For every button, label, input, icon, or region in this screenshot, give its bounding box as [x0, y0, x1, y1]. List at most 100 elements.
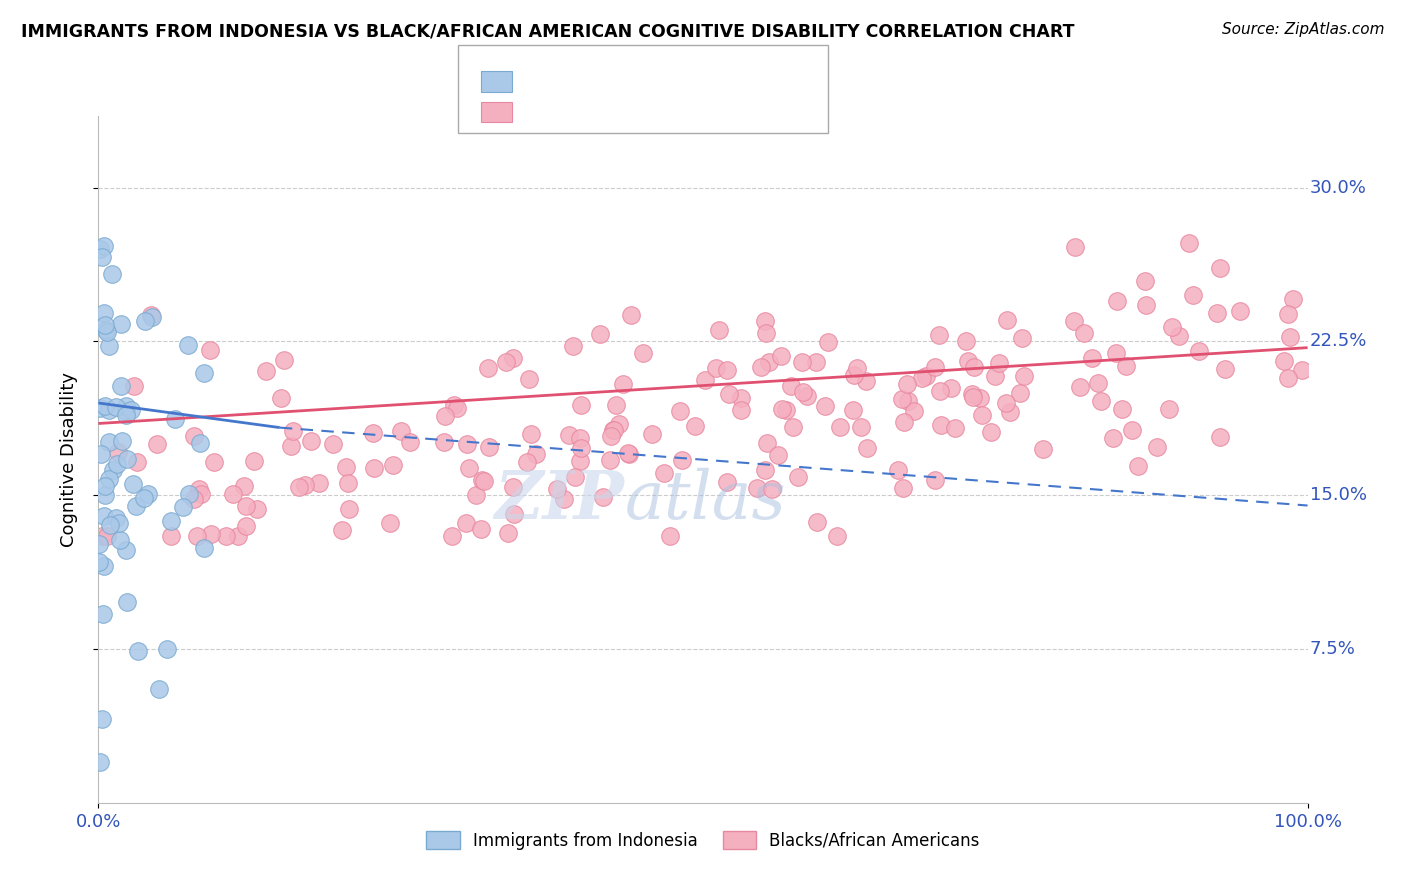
Point — [617, 445, 640, 459]
Point — [1115, 359, 1137, 373]
Point — [716, 363, 738, 377]
Point — [842, 402, 865, 417]
Point — [93, 488, 115, 502]
Point — [93, 508, 115, 523]
Point — [222, 487, 245, 501]
Point — [516, 455, 538, 469]
Point — [891, 481, 914, 495]
Point — [730, 403, 752, 417]
Point — [1011, 331, 1033, 345]
Point — [998, 405, 1021, 419]
Point — [707, 323, 730, 337]
Point — [569, 441, 592, 455]
Text: N =: N = — [640, 60, 679, 78]
Point — [1032, 442, 1054, 456]
Point — [98, 435, 121, 450]
Point — [603, 423, 626, 437]
Point — [1272, 354, 1295, 368]
Point — [235, 499, 257, 513]
Point — [845, 361, 868, 376]
Point — [887, 462, 910, 476]
Point — [94, 478, 117, 492]
Point — [93, 318, 115, 333]
Point — [105, 457, 128, 471]
Point — [561, 339, 583, 353]
Point — [592, 490, 614, 504]
Point — [456, 516, 478, 530]
Point — [995, 313, 1018, 327]
Point — [756, 436, 779, 450]
Point — [339, 502, 361, 516]
Point — [969, 391, 991, 405]
Text: Source: ZipAtlas.com: Source: ZipAtlas.com — [1222, 22, 1385, 37]
Point — [270, 391, 292, 405]
Point — [127, 455, 149, 469]
Point — [928, 327, 950, 342]
Point — [114, 399, 136, 413]
Point — [193, 366, 215, 380]
Point — [775, 403, 797, 417]
Point — [280, 438, 302, 452]
Point — [132, 491, 155, 505]
Point — [96, 529, 118, 543]
Point — [441, 529, 464, 543]
Point — [233, 479, 256, 493]
Point — [458, 461, 481, 475]
Point — [294, 478, 316, 492]
Point — [1282, 292, 1305, 306]
Point — [179, 487, 201, 501]
Point — [1135, 274, 1157, 288]
Point — [685, 419, 707, 434]
Point — [806, 515, 828, 529]
Point — [1277, 307, 1299, 321]
Point — [283, 424, 305, 438]
Point — [322, 437, 344, 451]
Point — [183, 428, 205, 442]
Point — [716, 475, 738, 490]
Point — [330, 523, 353, 537]
Point — [101, 463, 124, 477]
Point — [1213, 362, 1236, 376]
Point — [962, 390, 984, 404]
Point — [768, 448, 790, 462]
Point — [903, 404, 925, 418]
Point — [299, 434, 322, 449]
Point — [200, 527, 222, 541]
Point — [704, 361, 727, 376]
Point — [93, 306, 115, 320]
Text: 30.0%: 30.0% — [1310, 178, 1367, 197]
Point — [472, 474, 495, 488]
Point — [101, 267, 124, 281]
Point — [633, 346, 655, 360]
Point — [960, 387, 983, 401]
Point — [1087, 376, 1109, 391]
Point — [446, 401, 468, 416]
Point — [602, 423, 624, 437]
Point — [569, 398, 592, 412]
Point — [115, 543, 138, 558]
Point — [747, 481, 769, 495]
Point — [115, 408, 138, 422]
Point — [787, 470, 810, 484]
Point — [730, 391, 752, 405]
Point — [671, 452, 693, 467]
Point — [617, 447, 640, 461]
Point — [749, 359, 772, 374]
Point — [193, 541, 215, 555]
Point — [761, 482, 783, 496]
Point — [939, 381, 962, 395]
Point — [159, 529, 181, 543]
Point — [1080, 351, 1102, 365]
Point — [471, 473, 494, 487]
Point — [517, 372, 540, 386]
Text: -0.013: -0.013 — [560, 59, 628, 78]
Point — [98, 517, 121, 532]
Point — [779, 379, 801, 393]
Point — [817, 335, 839, 350]
Point — [115, 404, 138, 418]
Point — [336, 475, 359, 490]
Point — [546, 482, 568, 496]
Point — [87, 537, 110, 551]
Point — [1090, 394, 1112, 409]
Point — [89, 242, 111, 256]
